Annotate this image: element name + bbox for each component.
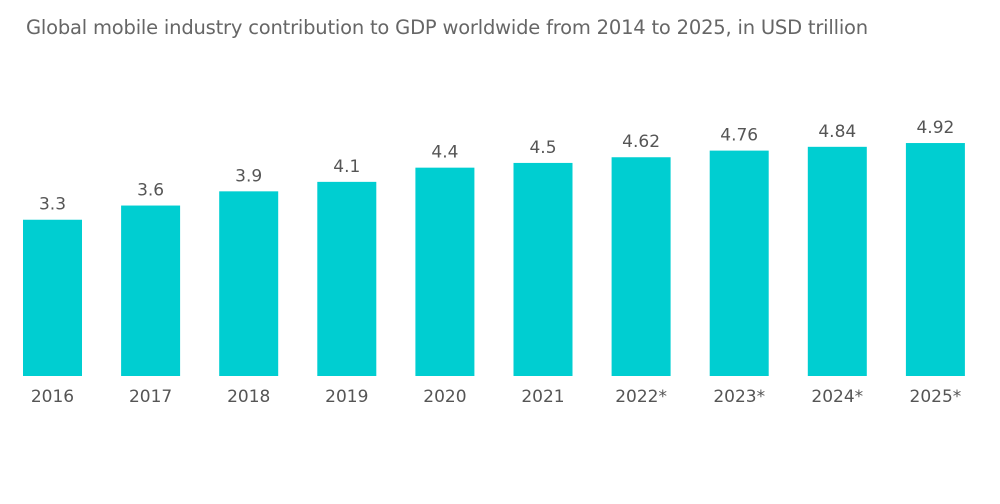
bar-2020 bbox=[415, 167, 475, 376]
data-label-2018: 3.9 bbox=[235, 166, 262, 186]
x-tick-label: 2019 bbox=[325, 387, 368, 407]
data-label-2016: 3.3 bbox=[39, 195, 66, 215]
x-tick-label: 2024* bbox=[811, 387, 863, 407]
data-label-2024*: 4.84 bbox=[818, 122, 856, 142]
data-label-2020: 4.4 bbox=[431, 143, 458, 163]
data-label-2017: 3.6 bbox=[137, 181, 164, 201]
x-tick-label: 2021 bbox=[521, 387, 564, 407]
data-label-2022*: 4.62 bbox=[622, 132, 660, 152]
data-label-2023*: 4.76 bbox=[720, 126, 758, 146]
bar-2023* bbox=[709, 150, 769, 376]
data-label-2021: 4.5 bbox=[529, 138, 556, 158]
bar-2021 bbox=[513, 162, 573, 376]
x-tick-label: 2016 bbox=[31, 387, 74, 407]
bar-2022* bbox=[611, 157, 671, 376]
x-tick-label: 2018 bbox=[227, 387, 270, 407]
data-label-2019: 4.1 bbox=[333, 157, 360, 177]
bar-2018 bbox=[219, 191, 279, 376]
bar-2019 bbox=[317, 181, 377, 376]
bar-2025* bbox=[905, 143, 965, 376]
chart-title: Global mobile industry contribution to G… bbox=[26, 16, 868, 39]
data-label-2025*: 4.92 bbox=[916, 118, 954, 138]
x-tick-label: 2023* bbox=[713, 387, 765, 407]
x-tick-label: 2022* bbox=[615, 387, 667, 407]
bar-2017 bbox=[121, 205, 181, 376]
x-tick-label: 2020 bbox=[423, 387, 466, 407]
x-tick-label: 2017 bbox=[129, 387, 172, 407]
bar-2016 bbox=[23, 219, 82, 376]
bar-2024* bbox=[807, 146, 867, 376]
x-tick-label: 2025* bbox=[910, 387, 962, 407]
